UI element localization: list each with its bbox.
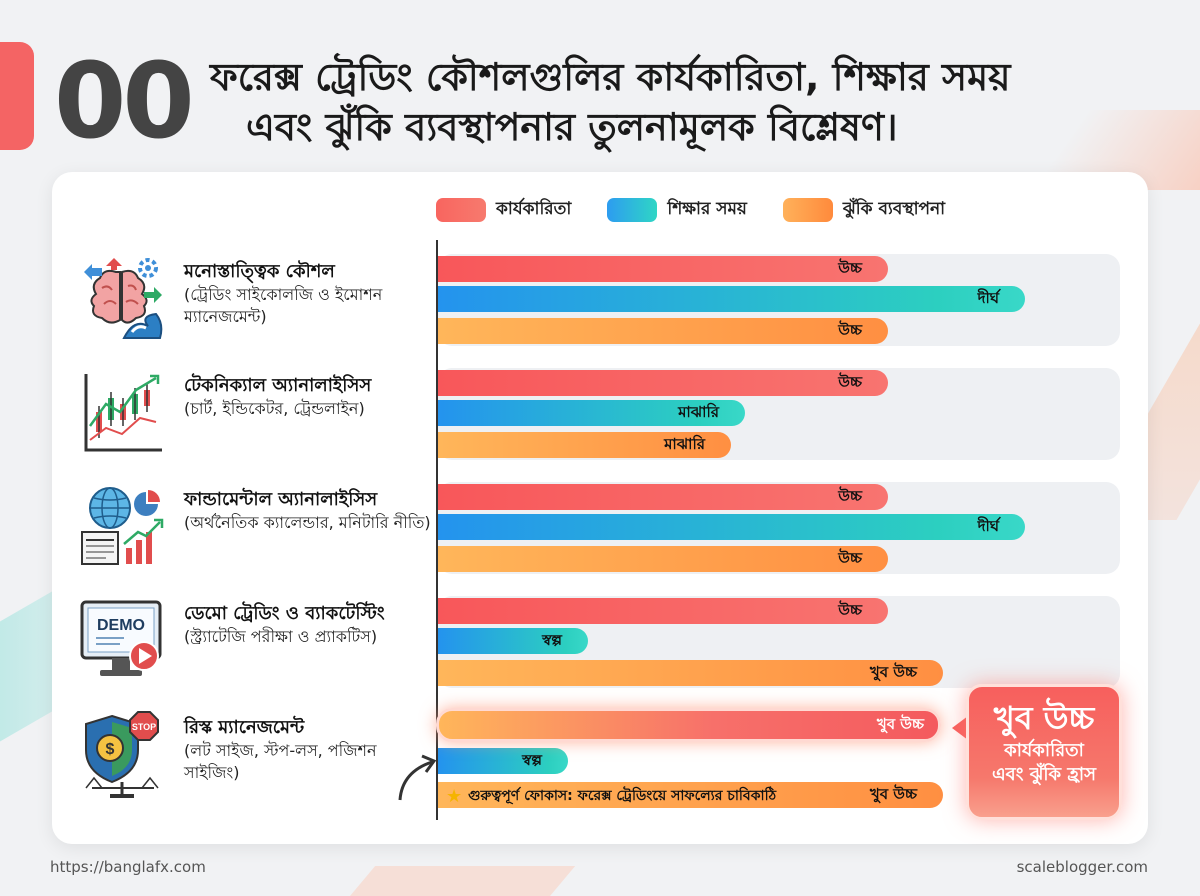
chart-row-3: ফান্ডামেন্টাল অ্যানালাইসিস (অর্থনৈতিক ক্… <box>76 482 1120 574</box>
bar-label: উচ্চ <box>838 320 862 339</box>
chart-row-5: $ STOP রিস্ক ম্যানেজমেন্ট (লট সাইজ, স্টপ… <box>76 710 1120 820</box>
bar-effectiveness-highlight: খুব উচ্চ <box>436 708 941 742</box>
shield-stop-icon: $ STOP <box>85 711 159 798</box>
bar-label: স্বল্প <box>542 630 562 649</box>
chart-legend: কার্যকারিতা শিক্ষার সময় ঝুঁকি ব্যবস্থাপ… <box>436 196 945 224</box>
legend-swatch-learning-time <box>607 198 658 222</box>
bar-risk-management: খুব উচ্চ <box>438 782 943 808</box>
row-text: রিস্ক ম্যানেজমেন্ট (লট সাইজ, স্টপ-লস, পজ… <box>184 716 434 784</box>
brain-gears-icon <box>84 258 163 339</box>
footer-brand: scaleblogger.com <box>1016 858 1148 876</box>
legend-item-effectiveness: কার্যকারিতা <box>436 196 571 224</box>
bar-learning-time: দীর্ঘ <box>438 286 1025 312</box>
row-title: ডেমো ট্রেডিং ও ব্যাকটেস্টিং <box>184 603 385 624</box>
legend-item-learning-time: শিক্ষার সময় <box>607 196 747 224</box>
bar-risk-management: মাঝারি <box>438 432 731 458</box>
bar-effectiveness: উচ্চ <box>438 484 888 510</box>
bar-label: মাঝারি <box>664 434 705 453</box>
row-text: ডেমো ট্রেডিং ও ব্যাকটেস্টিং (স্ট্র্যাটেজ… <box>184 602 434 648</box>
focus-note-text: গুরুত্বপূর্ণ ফোকাস: ফরেক্স ট্রেডিংয়ে সা… <box>468 788 777 804</box>
row-title: মনোস্তাত্ত্বিক কৌশল <box>184 261 335 282</box>
candlestick-chart-icon <box>84 374 162 452</box>
bar-label: উচ্চ <box>838 258 862 277</box>
row-subtitle: (ট্রেডিং সাইকোলজি ও ইমোশন ম্যানেজমেন্ট) <box>184 285 383 326</box>
bar-label: দীর্ঘ <box>977 516 999 535</box>
callout-line-2: এবং ঝুঁকি হ্রাস <box>991 764 1096 785</box>
footer-source-link[interactable]: https://banglafx.com <box>50 858 206 876</box>
bar-label: খুব উচ্চ <box>869 784 917 803</box>
stop-icon-text: STOP <box>132 722 156 732</box>
legend-swatch-risk-management <box>782 198 833 222</box>
bar-effectiveness: উচ্চ <box>438 256 888 282</box>
bar-label: স্বল্প <box>522 750 542 769</box>
callout-line-1: কার্যকারিতা <box>1004 740 1084 761</box>
callout-badge: খুব উচ্চ কার্যকারিতা এবং ঝুঁকি হ্রাস <box>966 684 1122 820</box>
chart-row-1: মনোস্তাত্ত্বিক কৌশল (ট্রেডিং সাইকোলজি ও … <box>76 254 1120 346</box>
svg-text:$: $ <box>106 741 115 758</box>
decor-peach-bottom <box>324 866 576 896</box>
title-line-1: ফরেক্স ট্রেডিং কৌশলগুলির কার্যকারিতা, শি… <box>210 55 1011 99</box>
star-icon: ★ <box>446 785 463 807</box>
legend-label-learning-time: শিক্ষার সময় <box>667 199 747 219</box>
bar-label: উচ্চ <box>838 600 862 619</box>
legend-label-effectiveness: কার্যকারিতা <box>496 199 572 219</box>
bar-label: দীর্ঘ <box>977 288 999 307</box>
legend-label-risk-management: ঝুঁকি ব্যবস্থাপনা <box>842 199 946 219</box>
chart-axis <box>436 240 438 820</box>
row-text: মনোস্তাত্ত্বিক কৌশল (ট্রেডিং সাইকোলজি ও … <box>184 260 434 328</box>
row-subtitle: (লট সাইজ, স্টপ-লস, পজিশন সাইজিং) <box>184 741 377 782</box>
callout-pointer <box>952 716 968 740</box>
bar-label: খুব উচ্চ <box>876 714 924 733</box>
decor-red-tab <box>0 42 34 150</box>
bar-learning-time: স্বল্প <box>438 628 588 654</box>
bar-label: উচ্চ <box>838 372 862 391</box>
row-text: ফান্ডামেন্টাল অ্যানালাইসিস (অর্থনৈতিক ক্… <box>184 488 434 534</box>
legend-item-risk-management: ঝুঁকি ব্যবস্থাপনা <box>782 196 946 224</box>
row-subtitle: (স্ট্র্যাটেজি পরীক্ষা ও প্র্যাকটিস) <box>184 627 378 646</box>
curved-arrow-icon <box>398 754 437 801</box>
bar-risk-management: উচ্চ <box>438 318 888 344</box>
demo-monitor-icon: DEMO <box>80 600 162 676</box>
row-title: ফান্ডামেন্টাল অ্যানালাইসিস <box>184 489 378 510</box>
demo-icon-text: DEMO <box>97 617 145 634</box>
row-subtitle: (চার্ট, ইন্ডিকেটর, ট্রেন্ডলাইন) <box>184 399 365 418</box>
section-number: 00 <box>54 40 195 162</box>
chart-row-2: টেকনিক্যাল অ্যানালাইসিস (চার্ট, ইন্ডিকেট… <box>76 368 1120 460</box>
chart-row-4: DEMO ডেমো ট্রেডিং ও ব্যাকটেস্টিং (স্ট্র্… <box>76 596 1120 688</box>
legend-swatch-effectiveness <box>436 198 486 222</box>
bar-effectiveness: উচ্চ <box>438 370 888 396</box>
bar-risk-management: খুব উচ্চ <box>438 660 943 686</box>
bar-label: মাঝারি <box>678 402 719 421</box>
row-subtitle: (অর্থনৈতিক ক্যালেন্ডার, মনিটারি নীতি) <box>184 513 431 532</box>
bar-label: উচ্চ <box>838 548 862 567</box>
bar-effectiveness: উচ্চ <box>438 598 888 624</box>
row-title: টেকনিক্যাল অ্যানালাইসিস <box>184 375 372 396</box>
row-text: টেকনিক্যাল অ্যানালাইসিস (চার্ট, ইন্ডিকেট… <box>184 374 434 420</box>
row-title: রিস্ক ম্যানেজমেন্ট <box>184 717 305 738</box>
bar-risk-management: উচ্চ <box>438 546 888 572</box>
page-title: ফরেক্স ট্রেডিং কৌশলগুলির কার্যকারিতা, শি… <box>210 52 1170 152</box>
callout-title: খুব উচ্চ <box>993 699 1095 737</box>
focus-note: ★ গুরুত্বপূর্ণ ফোকাস: ফরেক্স ট্রেডিংয়ে … <box>446 784 776 808</box>
bar-label: খুব উচ্চ <box>869 662 917 681</box>
bar-learning-time: স্বল্প <box>438 748 568 774</box>
globe-news-icon <box>81 487 164 565</box>
title-line-2: এবং ঝুঁকি ব্যবস্থাপনার তুলনামূলক বিশ্লেষ… <box>246 105 898 149</box>
bar-learning-time: মাঝারি <box>438 400 745 426</box>
bar-label: উচ্চ <box>838 486 862 505</box>
bar-learning-time: দীর্ঘ <box>438 514 1025 540</box>
